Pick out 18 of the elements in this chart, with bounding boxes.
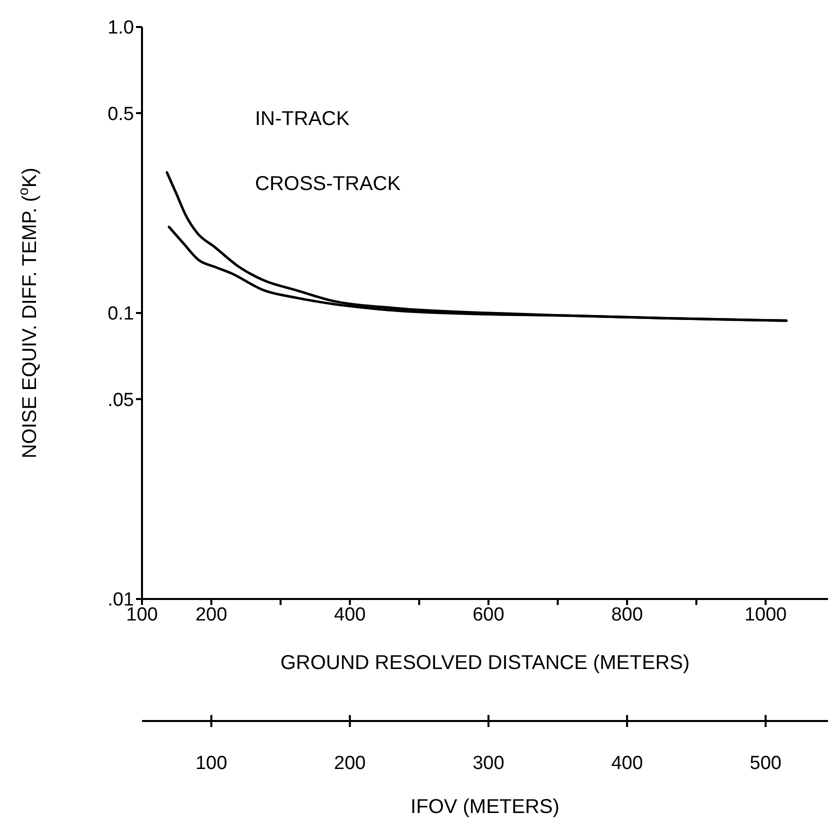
x2-tick-label: 300 [472,753,504,774]
y-tick-label: .05 [108,390,134,411]
x-tick-label: 400 [334,604,366,626]
annotation: CROSS-TRACK [255,173,401,196]
x2-axis-title: IFOV (METERS) [410,796,560,818]
x2-tick-label: 400 [611,753,643,774]
x2-tick-label: 100 [195,753,228,774]
x-tick-label: 600 [472,604,504,626]
annotation: IN-TRACK [255,108,350,131]
x-axis-title: GROUND RESOLVED DISTANCE (METERS) [280,652,690,674]
x2-tick-label: 500 [750,753,782,774]
x-tick-label: 800 [611,604,643,626]
y-tick-label: 1.0 [108,18,134,39]
x-tick-label: 200 [195,604,228,626]
x2-tick-label: 200 [334,753,366,774]
y-tick-label: 0.1 [108,304,134,325]
y-tick-label: 0.5 [108,104,134,125]
x-tick-label: 1000 [744,604,787,626]
